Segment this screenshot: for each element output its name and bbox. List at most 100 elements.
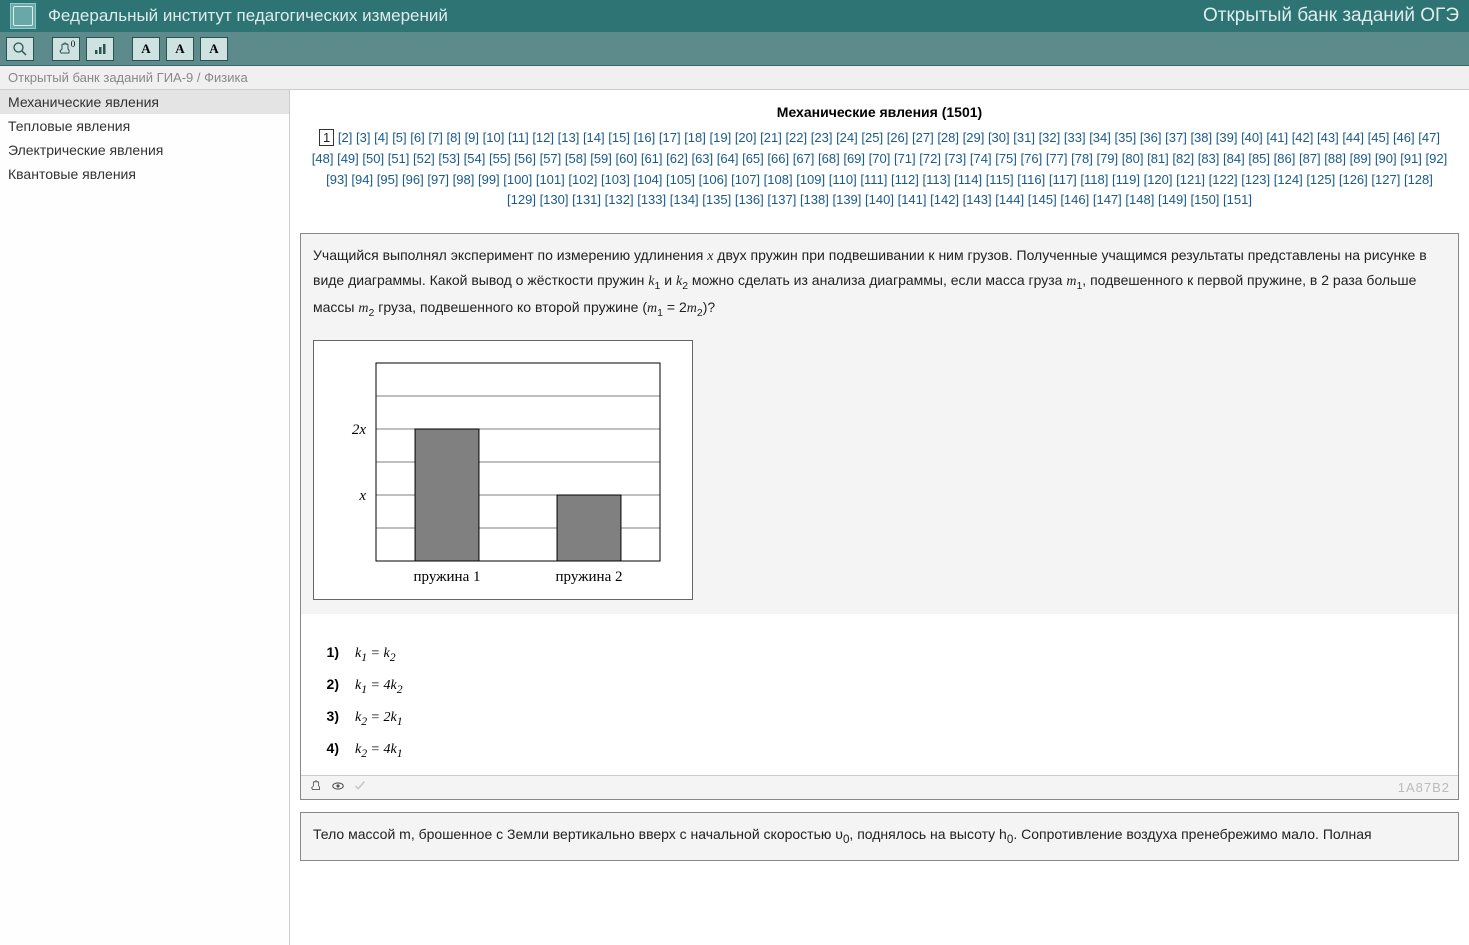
page-link[interactable]: [54]: [464, 151, 486, 166]
page-link[interactable]: [63]: [691, 151, 713, 166]
page-link[interactable]: [132]: [605, 192, 634, 207]
page-link[interactable]: [77]: [1046, 151, 1068, 166]
page-link[interactable]: [140]: [865, 192, 894, 207]
page-link[interactable]: [34]: [1089, 130, 1111, 145]
page-link[interactable]: [9]: [465, 130, 479, 145]
page-link[interactable]: [136]: [735, 192, 764, 207]
sidebar-item[interactable]: Квантовые явления: [0, 162, 289, 186]
page-link[interactable]: [70]: [869, 151, 891, 166]
page-link[interactable]: [85]: [1248, 151, 1270, 166]
page-link[interactable]: [86]: [1274, 151, 1296, 166]
eye-icon[interactable]: [331, 779, 345, 796]
page-link[interactable]: [41]: [1266, 130, 1288, 145]
page-link[interactable]: [139]: [832, 192, 861, 207]
page-link[interactable]: [49]: [337, 151, 359, 166]
page-link[interactable]: [99]: [478, 172, 500, 187]
font-size-large-button[interactable]: А: [200, 37, 228, 61]
page-link[interactable]: [37]: [1165, 130, 1187, 145]
page-link[interactable]: [57]: [540, 151, 562, 166]
page-link[interactable]: [117]: [1049, 172, 1077, 187]
page-link[interactable]: [24]: [836, 130, 858, 145]
page-link[interactable]: [124]: [1274, 172, 1303, 187]
page-link[interactable]: [6]: [410, 130, 424, 145]
page-link[interactable]: [141]: [898, 192, 927, 207]
page-link[interactable]: [88]: [1324, 151, 1346, 166]
page-link[interactable]: [55]: [489, 151, 511, 166]
page-link[interactable]: [61]: [641, 151, 663, 166]
page-link[interactable]: [148]: [1125, 192, 1154, 207]
page-link[interactable]: [67]: [793, 151, 815, 166]
page-link[interactable]: [29]: [963, 130, 985, 145]
page-link[interactable]: [90]: [1375, 151, 1397, 166]
page-link[interactable]: [92]: [1426, 151, 1448, 166]
page-link[interactable]: [48]: [312, 151, 334, 166]
page-link[interactable]: [113]: [923, 172, 951, 187]
page-link[interactable]: [100]: [503, 172, 532, 187]
page-link[interactable]: [151]: [1223, 192, 1252, 207]
page-link[interactable]: [129]: [507, 192, 536, 207]
page-link[interactable]: [78]: [1071, 151, 1093, 166]
page-link[interactable]: [93]: [326, 172, 348, 187]
page-link[interactable]: [25]: [861, 130, 883, 145]
page-link[interactable]: [95]: [377, 172, 399, 187]
page-link[interactable]: [89]: [1350, 151, 1372, 166]
page-link[interactable]: [64]: [717, 151, 739, 166]
page-link[interactable]: [126]: [1339, 172, 1368, 187]
page-link[interactable]: [36]: [1140, 130, 1162, 145]
page-link[interactable]: [23]: [811, 130, 833, 145]
page-link[interactable]: [4]: [374, 130, 388, 145]
page-link[interactable]: [32]: [1039, 130, 1061, 145]
page-link[interactable]: [56]: [514, 151, 536, 166]
answer-option[interactable]: 3)k2 = 2k1: [321, 708, 1438, 728]
page-link[interactable]: [112]: [891, 172, 919, 187]
sidebar-item[interactable]: Тепловые явления: [0, 114, 289, 138]
page-link[interactable]: [45]: [1368, 130, 1390, 145]
page-link[interactable]: [91]: [1400, 151, 1422, 166]
page-link[interactable]: [144]: [995, 192, 1024, 207]
page-link[interactable]: [21]: [760, 130, 782, 145]
page-link[interactable]: [131]: [572, 192, 601, 207]
page-link[interactable]: [2]: [338, 130, 352, 145]
page-link[interactable]: [101]: [536, 172, 565, 187]
page-link[interactable]: [108]: [764, 172, 793, 187]
page-link[interactable]: [17]: [659, 130, 681, 145]
page-link[interactable]: [83]: [1198, 151, 1220, 166]
sidebar-item[interactable]: Механические явления: [0, 90, 289, 114]
page-link[interactable]: [135]: [702, 192, 731, 207]
answer-option[interactable]: 4)k2 = 4k1: [321, 740, 1438, 760]
page-link[interactable]: [3]: [356, 130, 370, 145]
page-link[interactable]: [18]: [684, 130, 706, 145]
page-link[interactable]: [43]: [1317, 130, 1339, 145]
sidebar-item[interactable]: Электрические явления: [0, 138, 289, 162]
page-link[interactable]: [81]: [1147, 151, 1169, 166]
page-link[interactable]: [28]: [937, 130, 959, 145]
page-link[interactable]: [114]: [954, 172, 982, 187]
page-link[interactable]: [146]: [1060, 192, 1089, 207]
page-link[interactable]: [82]: [1172, 151, 1194, 166]
page-link[interactable]: [31]: [1013, 130, 1035, 145]
page-link[interactable]: [10]: [483, 130, 505, 145]
page-link[interactable]: [106]: [699, 172, 728, 187]
page-link[interactable]: [60]: [616, 151, 638, 166]
page-link[interactable]: [127]: [1371, 172, 1400, 187]
page-link[interactable]: [138]: [800, 192, 829, 207]
page-link[interactable]: [147]: [1093, 192, 1122, 207]
page-link[interactable]: [35]: [1115, 130, 1137, 145]
page-link[interactable]: [107]: [731, 172, 760, 187]
page-link[interactable]: [104]: [633, 172, 662, 187]
page-link[interactable]: [50]: [362, 151, 384, 166]
page-link[interactable]: [74]: [970, 151, 992, 166]
hand-tool-button[interactable]: 0: [52, 37, 80, 61]
page-link[interactable]: [39]: [1216, 130, 1238, 145]
page-link[interactable]: [38]: [1190, 130, 1212, 145]
page-link[interactable]: [125]: [1306, 172, 1335, 187]
page-link[interactable]: [149]: [1158, 192, 1187, 207]
page-link[interactable]: [102]: [568, 172, 597, 187]
page-link[interactable]: [62]: [666, 151, 688, 166]
page-link[interactable]: [80]: [1122, 151, 1144, 166]
page-link[interactable]: [15]: [608, 130, 630, 145]
page-link[interactable]: [68]: [818, 151, 840, 166]
page-link[interactable]: [142]: [930, 192, 959, 207]
page-link[interactable]: [40]: [1241, 130, 1263, 145]
page-link[interactable]: [11]: [508, 130, 529, 145]
